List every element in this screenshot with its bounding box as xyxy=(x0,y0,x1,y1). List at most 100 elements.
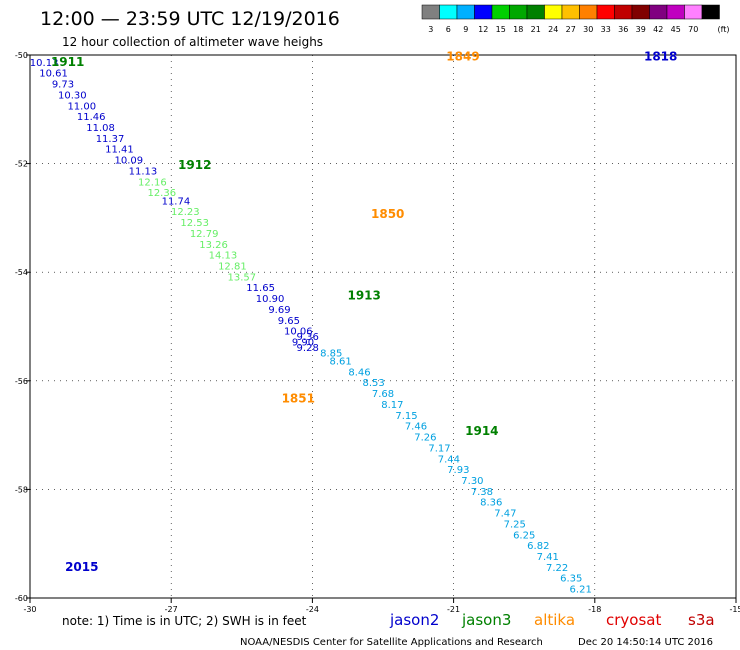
swh-value: 8.46 xyxy=(348,367,370,378)
pass-label: 1849 xyxy=(446,49,479,63)
satellite-name: cryosat xyxy=(606,611,661,629)
satellite-legend: jason2 jason3 altika cryosat s3a xyxy=(389,611,715,629)
swh-value: 11.13 xyxy=(129,166,158,177)
chart-title: 12:00 — 23:59 UTC 12/19/2016 xyxy=(40,8,340,30)
swh-value: 11.37 xyxy=(96,134,125,145)
swh-value: 7.22 xyxy=(546,563,568,574)
legend-label: 9 xyxy=(463,25,468,34)
swh-value: 11.46 xyxy=(77,112,106,123)
legend-swatch xyxy=(596,4,615,20)
swh-value: 11.65 xyxy=(246,283,275,294)
satellite-name: altika xyxy=(534,611,575,629)
swh-value: 6.25 xyxy=(513,530,535,541)
legend-label: 36 xyxy=(618,25,628,34)
swh-value: 12.36 xyxy=(147,188,176,199)
axis-ticks: -30 -27 -24 -21 -18 -15 -50 -52 -54 -56 -58 -60 xyxy=(15,51,740,614)
swh-value: 10.90 xyxy=(256,294,285,305)
swh-value: 6.35 xyxy=(560,574,582,585)
satellite-name: s3a xyxy=(688,611,715,629)
swh-value: 6.82 xyxy=(527,541,549,552)
swh-value: 13.57 xyxy=(227,272,256,283)
swh-value: 13.26 xyxy=(199,240,228,251)
x-tick-label: -24 xyxy=(306,605,319,614)
swh-value: 6.21 xyxy=(570,585,592,596)
swh-value: 7.41 xyxy=(537,552,559,563)
legend-swatch xyxy=(631,4,650,20)
swh-value: 9.69 xyxy=(268,305,290,316)
swh-value: 7.38 xyxy=(471,487,493,498)
swh-value: 12.81 xyxy=(218,261,247,272)
swh-value: 12.79 xyxy=(190,229,219,240)
legend-label: 27 xyxy=(566,25,576,34)
swh-value: 10.30 xyxy=(58,90,87,101)
legend-swatch xyxy=(474,4,493,20)
y-tick-label: -58 xyxy=(15,485,28,494)
legend-label: 12 xyxy=(478,25,488,34)
y-tick-label: -60 xyxy=(15,594,28,603)
chart-subtitle: 12 hour collection of altimeter wave hei… xyxy=(62,35,323,49)
x-tick-label: -21 xyxy=(447,605,460,614)
swh-value: 7.26 xyxy=(414,433,436,444)
plot-frame xyxy=(29,54,737,599)
swh-value: 10.61 xyxy=(39,69,68,80)
swh-value: 8.36 xyxy=(480,498,502,509)
legend-swatch xyxy=(649,4,668,20)
swh-value: 7.25 xyxy=(504,519,526,530)
legend-swatch xyxy=(701,4,720,20)
legend-swatch xyxy=(421,4,440,20)
swh-value: 9.36 xyxy=(297,332,319,343)
swh-value: 7.30 xyxy=(461,476,483,487)
x-tick-label: -30 xyxy=(23,605,36,614)
footer-timestamp: Dec 20 14:50:14 UTC 2016 xyxy=(578,637,713,648)
legend-swatch xyxy=(544,4,563,20)
pass-label: 1911 xyxy=(51,55,84,69)
legend-swatch xyxy=(509,4,528,20)
swh-value: 11.08 xyxy=(86,123,115,134)
legend-swatch xyxy=(614,4,633,20)
swh-value: 7.68 xyxy=(372,389,394,400)
legend-label: 18 xyxy=(513,25,523,34)
legend-label: 6 xyxy=(446,25,451,34)
swh-value: 8.17 xyxy=(381,400,403,411)
pass-label: 1913 xyxy=(347,288,380,302)
pass-label: 1851 xyxy=(282,392,315,406)
swh-value: 11.74 xyxy=(162,196,191,207)
legend-unit: (ft) xyxy=(718,25,730,34)
swh-value: 7.44 xyxy=(438,454,460,465)
y-tick-label: -50 xyxy=(15,51,28,60)
swh-value: 7.17 xyxy=(428,443,450,454)
y-tick-label: -54 xyxy=(15,268,28,277)
pass-label: 2015 xyxy=(65,560,98,574)
grid xyxy=(30,55,736,598)
footer-note: note: 1) Time is in UTC; 2) SWH is in fe… xyxy=(62,614,307,628)
legend-label: 3 xyxy=(428,25,433,34)
swh-value: 9.90 xyxy=(292,338,314,349)
pass-labels: 1911 1912 1913 1914 1849 1850 1851 1818 2015 xyxy=(51,49,677,573)
swh-values: 10.1310.619.7310.3011.0011.4611.0811.371… xyxy=(30,58,592,596)
legend-swatch xyxy=(491,4,510,20)
legend-label: 15 xyxy=(496,25,506,34)
swh-value: 11.41 xyxy=(105,145,134,156)
x-tick-label: -27 xyxy=(165,605,178,614)
swh-value: 7.47 xyxy=(494,509,516,520)
swh-value: 11.00 xyxy=(67,101,96,112)
swh-value: 12.53 xyxy=(180,218,209,229)
legend-label: 39 xyxy=(636,25,646,34)
swh-value: 10.09 xyxy=(115,156,144,167)
swh-value: 10.13 xyxy=(30,58,59,69)
legend-swatch xyxy=(456,4,475,20)
y-tick-label: -56 xyxy=(15,377,28,386)
legend-label: 24 xyxy=(548,25,558,34)
legend-label: 33 xyxy=(601,25,611,34)
y-tick-label: -52 xyxy=(15,160,28,169)
satellite-name: jason2 xyxy=(389,611,439,629)
legend-swatch xyxy=(684,4,703,20)
legend-label: 70 xyxy=(688,25,698,34)
footer-credit: NOAA/NESDIS Center for Satellite Applica… xyxy=(240,637,543,648)
swh-value: 7.93 xyxy=(447,465,469,476)
swh-value: 7.15 xyxy=(395,411,417,422)
swh-value: 8.85 xyxy=(320,348,342,359)
x-tick-label: -18 xyxy=(588,605,601,614)
legend-label: 21 xyxy=(531,25,541,34)
